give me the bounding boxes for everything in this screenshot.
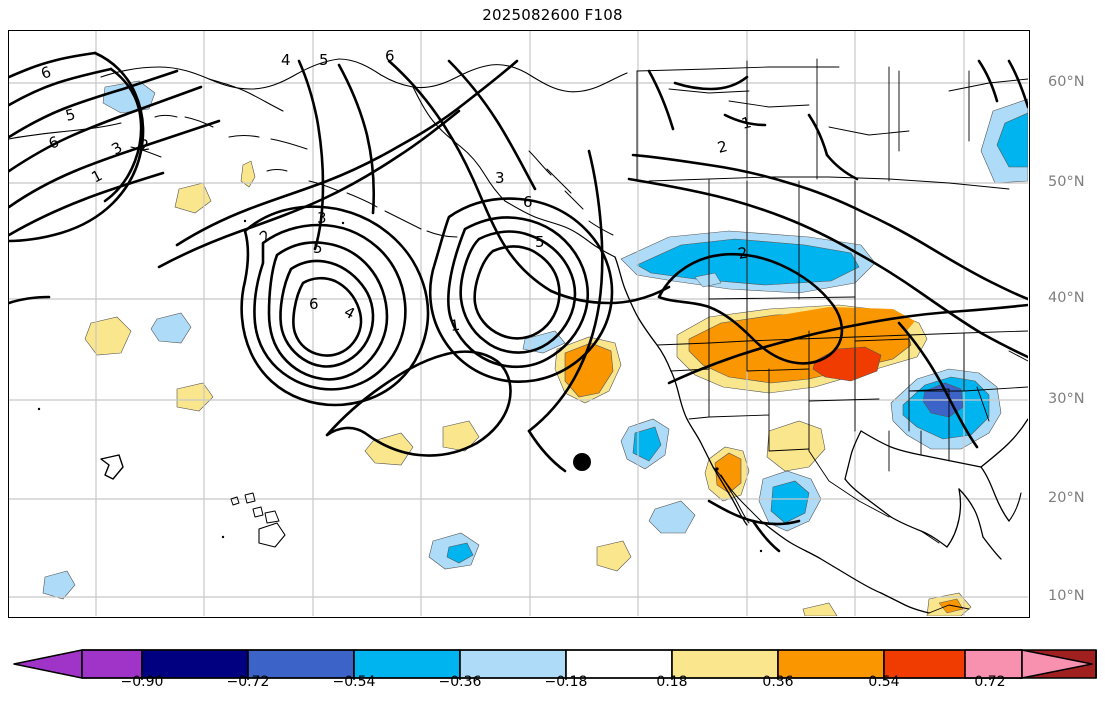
colorbar-tick-label-8: 0.72 xyxy=(974,674,1006,690)
lat-tick-label-20n: 20°N xyxy=(1048,490,1085,506)
contour-label: 3 xyxy=(495,169,505,187)
contour-label: 5 xyxy=(319,51,329,69)
colorbar-band-0 xyxy=(81,649,143,679)
contour-label: 1 xyxy=(740,113,754,133)
contour-label: 6 xyxy=(309,295,319,313)
contour-label: 3 xyxy=(108,138,125,158)
lat-tick-label-60n: 60°N xyxy=(1048,74,1085,90)
contour-label: 5 xyxy=(313,239,323,257)
map-canvas: 6 5 3 2 6 1 4 5 6 2 3 5 6 4 3 xyxy=(9,31,1028,616)
contour-label: 4 xyxy=(341,303,358,323)
map-frame: 6 5 3 2 6 1 4 5 6 2 3 5 6 4 3 xyxy=(8,30,1030,618)
lat-tick-label-40n: 40°N xyxy=(1048,290,1085,306)
contour-label: 5 xyxy=(64,105,78,125)
colorbar-tick-label-3: −0.36 xyxy=(438,674,482,690)
colorbar-right-end xyxy=(82,649,1093,680)
colorbar-swatches xyxy=(13,649,1097,679)
contour-label: 6 xyxy=(39,63,54,83)
colorbar-band-2 xyxy=(247,649,355,679)
coastline-layer xyxy=(9,58,1028,614)
figure-title: 2025082600 F108 xyxy=(482,6,623,24)
colorbar-tick-label-2: −0.54 xyxy=(332,674,376,690)
colorbar-tick-label-7: 0.54 xyxy=(868,674,900,690)
colorbar-band-1 xyxy=(141,649,249,679)
colorbar-max-arrow-tip xyxy=(1021,649,1093,679)
contour-label: 6 xyxy=(523,193,533,211)
contour-label: 4 xyxy=(281,51,291,69)
colorbar: −0.90 −0.72 −0.54 −0.36 −0.18 0.18 0.36 … xyxy=(0,648,1105,710)
colorbar-tick-label-4: −0.18 xyxy=(544,674,588,690)
colorbar-band-3 xyxy=(353,649,461,679)
contour-label: 2 xyxy=(139,136,152,155)
lat-tick-label-30n: 30°N xyxy=(1048,391,1085,407)
colorbar-tick-label-6: 0.36 xyxy=(762,674,794,690)
lat-tick-label-10n: 10°N xyxy=(1048,588,1085,604)
point-marker xyxy=(573,453,591,471)
contour-label: 5 xyxy=(535,233,545,251)
contour-label: 3 xyxy=(317,209,327,227)
colorbar-tick-label-1: −0.72 xyxy=(226,674,270,690)
colorbar-tick-label-5: 0.18 xyxy=(656,674,688,690)
colorbar-tick-label-0: −0.90 xyxy=(120,674,164,690)
contour-layer xyxy=(9,51,1028,553)
contour-label: 2 xyxy=(716,137,730,157)
contour-label: 2 xyxy=(737,244,750,263)
map-panel: 6 5 3 2 6 1 4 5 6 2 3 5 6 4 3 xyxy=(8,30,1085,668)
lat-tick-label-50n: 50°N xyxy=(1048,174,1085,190)
contour-label: 6 xyxy=(385,47,395,65)
contour-label: 1 xyxy=(449,316,461,335)
colorbar-band-7 xyxy=(777,649,885,679)
